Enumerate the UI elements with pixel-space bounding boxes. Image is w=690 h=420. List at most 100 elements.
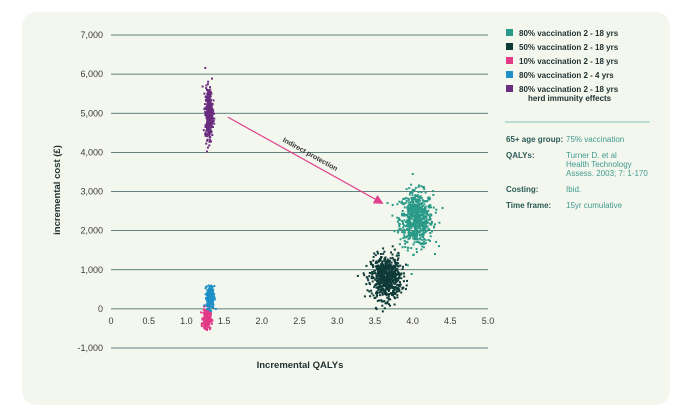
data-point [421,217,424,220]
data-point [393,266,396,268]
data-point [208,328,211,331]
data-point [432,190,435,193]
data-point [390,251,392,254]
data-point [401,246,404,249]
data-point [206,146,209,149]
data-point [387,284,390,287]
data-point [380,282,383,285]
data-point [393,292,396,295]
data-point [415,213,418,216]
data-point [205,133,208,136]
legend-label: 50% vaccination 2 - 18 yrs [519,43,619,52]
data-point [205,297,207,300]
data-point [388,293,391,295]
data-point [387,279,390,282]
data-point [384,256,387,259]
data-point [387,259,389,262]
data-point [411,173,414,175]
data-point [209,105,212,107]
data-point [377,267,380,270]
data-point [390,261,393,264]
data-point [384,275,387,278]
data-point [421,201,424,204]
data-point [403,234,406,237]
data-point [386,261,389,264]
data-point [387,288,390,291]
y-tick-label: 2,000 [80,226,103,236]
data-point [207,122,210,125]
data-point [206,91,209,94]
data-point [207,321,210,324]
data-point [397,262,400,265]
data-point [410,217,413,220]
y-axis: -1,000 0 1,000 2,000 3,000 4,000 5,000 6,000 7,0… [77,30,103,353]
data-point [204,111,207,114]
data-point [405,188,408,191]
data-point [398,222,400,225]
data-point [393,288,396,291]
x-tick-label: 3.5 [369,316,382,326]
data-point [212,305,215,308]
legend-label: 80% vaccination 2 - 4 yrs [519,71,614,80]
data-point [208,322,211,324]
data-point [423,238,426,240]
data-point [384,277,387,279]
data-point [202,318,205,320]
data-point [392,289,395,292]
data-point [407,197,410,200]
data-point [409,202,412,205]
data-point [203,320,206,323]
data-point [412,196,415,199]
info-value: 75% vaccination [566,135,624,144]
data-point [381,304,384,307]
y-tick-label: 4,000 [80,147,103,157]
data-point [418,210,421,213]
data-point [426,213,429,216]
data-point [213,117,216,120]
legend-label: 80% vaccination 2 - 18 yrs [519,29,619,38]
data-point [206,126,209,129]
data-point [206,309,208,312]
data-point [386,286,389,289]
data-point [413,204,416,207]
data-point [206,110,209,112]
data-point [378,281,381,284]
data-point [388,261,391,264]
data-point [430,214,433,217]
y-tick-label: 3,000 [80,187,103,197]
data-point [399,264,402,267]
data-point [202,308,205,311]
data-point [382,284,385,286]
data-point [212,126,214,128]
data-point [430,206,432,209]
legend-swatch [506,43,513,50]
data-point [214,308,217,310]
data-point [205,312,208,315]
data-point [204,293,207,296]
data-point [211,109,214,112]
data-point [212,301,214,304]
data-point [393,248,396,251]
data-point [210,310,213,313]
data-point [403,206,406,209]
data-point [208,295,211,298]
data-point [394,271,397,274]
data-point [207,303,210,306]
data-point [206,121,208,124]
data-point [415,251,418,253]
data-point [410,207,413,210]
data-point [209,101,212,104]
data-point [392,274,395,277]
data-point [423,212,426,215]
data-point [414,232,417,235]
data-point [201,85,204,88]
data-point [428,215,431,218]
data-point [210,318,212,321]
data-point [206,114,209,117]
data-point [205,108,208,110]
data-point [209,126,212,129]
data-point [208,323,211,326]
data-point [422,228,424,231]
data-point [409,224,412,226]
data-point [391,284,393,287]
